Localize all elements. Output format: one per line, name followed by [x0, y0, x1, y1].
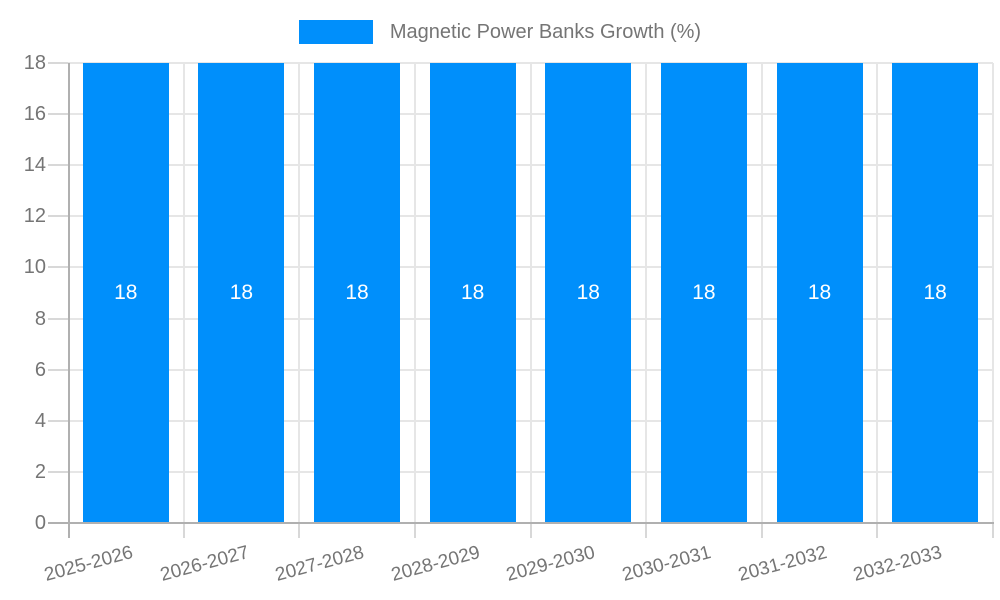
bar-value-label: 18: [229, 281, 254, 304]
y-axis-tick-label: 10: [23, 256, 46, 279]
y-axis-tick-label: 18: [23, 52, 46, 74]
plot-area: 0 2 4 6 8 10 12 14 16 18 18 2025-2026 18 2026-2027 18 2…: [24, 52, 994, 586]
bar[interactable]: 18: [776, 63, 863, 523]
bar-value-label: 18: [461, 281, 485, 304]
gridline-vertical: [992, 63, 994, 523]
legend-label: Magnetic Power Banks Growth (%): [389, 20, 702, 43]
y-axis-tick-label: 4: [34, 409, 46, 432]
x-axis-tick-label: 2029-2030: [504, 542, 598, 586]
gridline-vertical: [529, 63, 532, 523]
gridline-vertical: [645, 63, 648, 523]
x-axis-line: [48, 522, 994, 524]
bar[interactable]: 18: [545, 63, 632, 523]
x-axis-tick: [413, 523, 416, 538]
x-axis-tick-label: 2025-2026: [42, 542, 136, 586]
gridline-vertical: [760, 63, 763, 523]
bar-value-label: 18: [345, 281, 369, 304]
y-axis-tick-label: 14: [23, 154, 46, 177]
gridline-vertical: [413, 63, 416, 523]
bar-value-label: 18: [807, 281, 832, 304]
bar[interactable]: 18: [314, 63, 401, 523]
gridline-vertical: [182, 63, 185, 523]
bar[interactable]: 18: [198, 63, 285, 523]
x-axis-tick-label: 2031-2032: [735, 542, 829, 586]
x-axis-tick-label: 2027-2028: [273, 542, 367, 586]
y-axis-tick-label: 6: [34, 358, 46, 381]
bar[interactable]: 18: [82, 63, 169, 523]
x-axis-tick-label: 2032-2033: [851, 542, 945, 586]
y-axis-tick: [48, 113, 68, 116]
bar-value-label: 18: [692, 281, 716, 304]
x-axis-tick: [992, 523, 994, 538]
x-axis-tick-label: 2026-2027: [157, 542, 251, 586]
y-axis-tick-label: 12: [23, 205, 46, 228]
bar[interactable]: 18: [429, 63, 516, 523]
y-axis-tick: [48, 215, 68, 218]
x-axis-tick: [760, 523, 763, 538]
x-axis-tick: [529, 523, 532, 538]
x-axis-tick: [182, 523, 185, 538]
y-axis-tick: [48, 266, 68, 269]
bar-value-label: 18: [923, 281, 947, 304]
y-axis-tick: [48, 419, 68, 422]
bar[interactable]: 18: [892, 63, 979, 523]
y-axis-tick-label: 16: [23, 103, 46, 126]
legend[interactable]: Magnetic Power Banks Growth (%): [0, 20, 1000, 44]
bar-value-label: 18: [576, 281, 600, 304]
legend-marker: [298, 20, 373, 44]
x-axis-tick: [876, 523, 879, 538]
y-axis-tick: [48, 368, 68, 371]
y-axis-tick: [48, 470, 68, 473]
x-axis-tick-label: 2030-2031: [620, 542, 714, 586]
y-axis-tick-label: 0: [34, 512, 46, 534]
bar-value-label: 18: [114, 281, 138, 304]
y-axis-line: [68, 63, 70, 538]
y-axis-tick: [48, 62, 68, 64]
bar[interactable]: 18: [660, 63, 747, 523]
x-axis-tick: [298, 523, 301, 538]
x-axis-tick: [645, 523, 648, 538]
y-axis-tick-label: 2: [34, 460, 46, 483]
y-axis-tick: [48, 164, 68, 167]
gridline-vertical: [876, 63, 879, 523]
x-axis-tick-label: 2028-2029: [388, 542, 483, 586]
y-axis-tick: [48, 317, 68, 320]
gridline-vertical: [298, 63, 301, 523]
y-axis-tick-label: 8: [34, 307, 46, 330]
